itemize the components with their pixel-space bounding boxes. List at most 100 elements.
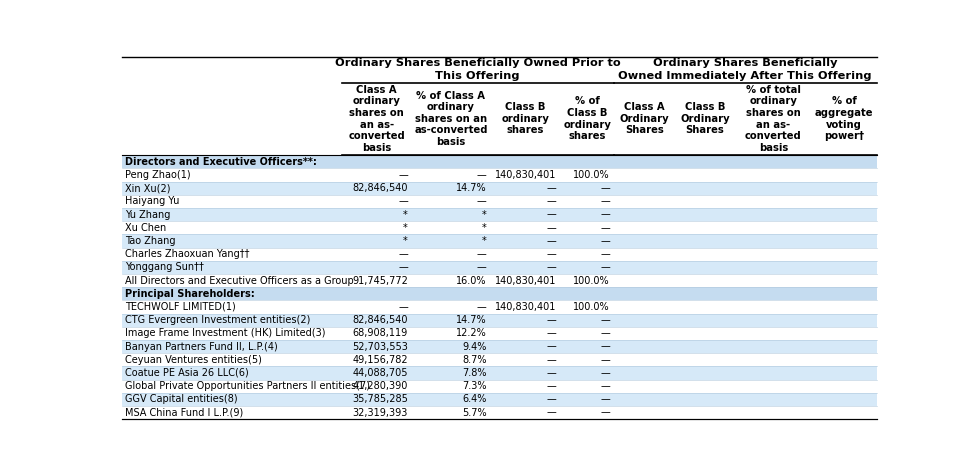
Text: GGV Capital entities(8): GGV Capital entities(8): [125, 394, 238, 405]
Text: —: —: [600, 249, 610, 259]
Text: Xu Chen: Xu Chen: [125, 223, 166, 233]
Text: —: —: [477, 196, 487, 206]
Text: 14.7%: 14.7%: [456, 183, 487, 193]
Text: —: —: [547, 407, 557, 418]
Bar: [122, 380, 877, 393]
Text: —: —: [600, 196, 610, 206]
Text: —: —: [547, 341, 557, 351]
Text: Peng Zhao(1): Peng Zhao(1): [125, 170, 190, 180]
Text: Class A
Ordinary
Shares: Class A Ordinary Shares: [619, 102, 669, 136]
Bar: [122, 57, 877, 155]
Text: Haiyang Yu: Haiyang Yu: [125, 196, 179, 206]
Text: Class A
ordinary
shares on
an as-
converted
basis: Class A ordinary shares on an as- conver…: [349, 85, 405, 153]
Text: —: —: [547, 210, 557, 219]
Bar: [122, 168, 877, 181]
Text: —: —: [547, 249, 557, 259]
Text: 5.7%: 5.7%: [462, 407, 487, 418]
Bar: [122, 327, 877, 340]
Text: —: —: [600, 183, 610, 193]
Text: 52,703,553: 52,703,553: [352, 341, 408, 351]
Text: Banyan Partners Fund II, L.P.(4): Banyan Partners Fund II, L.P.(4): [125, 341, 278, 351]
Text: —: —: [547, 196, 557, 206]
Text: 100.0%: 100.0%: [574, 170, 610, 180]
Bar: [122, 195, 877, 208]
Bar: [122, 353, 877, 366]
Text: Ceyuan Ventures entities(5): Ceyuan Ventures entities(5): [125, 355, 262, 365]
Text: —: —: [600, 210, 610, 219]
Text: Ordinary Shares Beneficially Owned Prior to
This Offering: Ordinary Shares Beneficially Owned Prior…: [335, 58, 620, 81]
Text: —: —: [600, 223, 610, 233]
Text: TECHWOLF LIMITED(1): TECHWOLF LIMITED(1): [125, 302, 236, 312]
Text: CTG Evergreen Investment entities(2): CTG Evergreen Investment entities(2): [125, 315, 310, 325]
Text: 41,280,390: 41,280,390: [353, 381, 408, 391]
Bar: [122, 314, 877, 327]
Text: —: —: [547, 328, 557, 338]
Text: 49,156,782: 49,156,782: [353, 355, 408, 365]
Text: *: *: [482, 223, 487, 233]
Text: Image Frame Investment (HK) Limited(3): Image Frame Investment (HK) Limited(3): [125, 328, 325, 338]
Text: 7.8%: 7.8%: [462, 368, 487, 378]
Text: —: —: [600, 394, 610, 405]
Text: —: —: [547, 183, 557, 193]
Text: —: —: [398, 170, 408, 180]
Bar: [122, 155, 877, 168]
Text: Xin Xu(2): Xin Xu(2): [125, 183, 170, 193]
Bar: [122, 221, 877, 235]
Text: 82,846,540: 82,846,540: [353, 183, 408, 193]
Text: Yu Zhang: Yu Zhang: [125, 210, 170, 219]
Text: —: —: [600, 407, 610, 418]
Text: *: *: [403, 223, 408, 233]
Text: —: —: [547, 368, 557, 378]
Text: *: *: [482, 210, 487, 219]
Text: —: —: [477, 302, 487, 312]
Text: 32,319,393: 32,319,393: [353, 407, 408, 418]
Text: Global Private Opportunities Partners II entities(7): Global Private Opportunities Partners II…: [125, 381, 370, 391]
Text: —: —: [398, 302, 408, 312]
Text: 9.4%: 9.4%: [462, 341, 487, 351]
Bar: [122, 235, 877, 248]
Bar: [122, 406, 877, 419]
Text: —: —: [477, 262, 487, 272]
Text: —: —: [547, 381, 557, 391]
Text: 140,830,401: 140,830,401: [496, 170, 557, 180]
Text: —: —: [600, 236, 610, 246]
Text: Yonggang Sun††: Yonggang Sun††: [125, 262, 204, 272]
Bar: [122, 208, 877, 221]
Bar: [122, 287, 877, 300]
Text: —: —: [600, 315, 610, 325]
Bar: [122, 300, 877, 314]
Text: —: —: [547, 355, 557, 365]
Text: —: —: [477, 249, 487, 259]
Text: *: *: [482, 236, 487, 246]
Text: —: —: [477, 170, 487, 180]
Bar: [122, 393, 877, 406]
Text: 44,088,705: 44,088,705: [353, 368, 408, 378]
Bar: [122, 274, 877, 287]
Text: % of
Class B
ordinary
shares: % of Class B ordinary shares: [563, 97, 611, 141]
Text: Tao Zhang: Tao Zhang: [125, 236, 175, 246]
Text: 8.7%: 8.7%: [462, 355, 487, 365]
Text: % of
aggregate
voting
power†: % of aggregate voting power†: [815, 97, 874, 141]
Text: 68,908,119: 68,908,119: [353, 328, 408, 338]
Text: 140,830,401: 140,830,401: [496, 302, 557, 312]
Bar: [122, 340, 877, 353]
Text: Ordinary Shares Beneficially
Owned Immediately After This Offering: Ordinary Shares Beneficially Owned Immed…: [618, 58, 872, 81]
Text: Charles Zhaoxuan Yang††: Charles Zhaoxuan Yang††: [125, 249, 249, 259]
Text: 91,745,772: 91,745,772: [352, 276, 408, 285]
Text: 16.0%: 16.0%: [456, 276, 487, 285]
Text: 7.3%: 7.3%: [462, 381, 487, 391]
Text: —: —: [547, 236, 557, 246]
Text: 14.7%: 14.7%: [456, 315, 487, 325]
Text: 100.0%: 100.0%: [574, 302, 610, 312]
Text: —: —: [600, 341, 610, 351]
Text: —: —: [398, 262, 408, 272]
Text: —: —: [547, 394, 557, 405]
Text: MSA China Fund I L.P.(9): MSA China Fund I L.P.(9): [125, 407, 244, 418]
Text: —: —: [600, 355, 610, 365]
Text: Class B
ordinary
shares: Class B ordinary shares: [502, 102, 549, 136]
Text: 12.2%: 12.2%: [456, 328, 487, 338]
Text: All Directors and Executive Officers as a Group: All Directors and Executive Officers as …: [125, 276, 354, 285]
Text: —: —: [600, 328, 610, 338]
Text: Coatue PE Asia 26 LLC(6): Coatue PE Asia 26 LLC(6): [125, 368, 248, 378]
Text: —: —: [547, 223, 557, 233]
